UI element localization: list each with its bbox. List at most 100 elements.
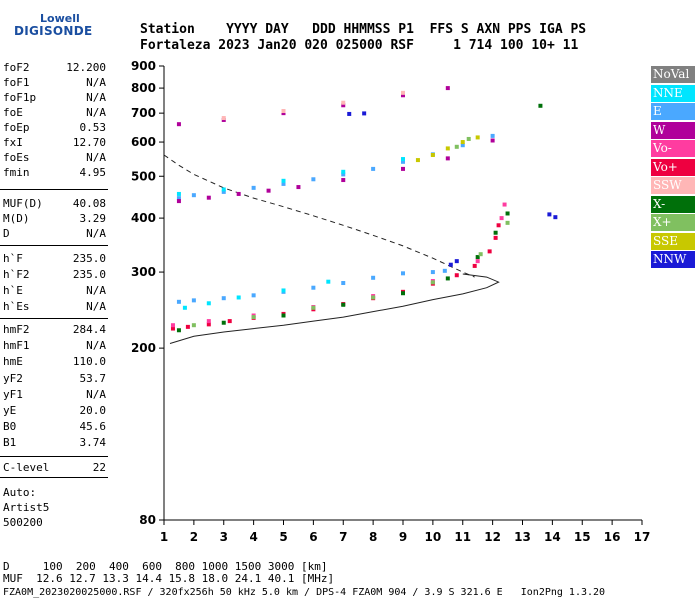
footer-distance-row: D 100 200 400 600 800 1000 1500 3000 [km…: [3, 560, 328, 573]
separator-line: [0, 456, 108, 457]
param-row: hmF1 N/A: [3, 340, 106, 352]
param-row: MUF(D) 40.08: [3, 198, 106, 210]
param-value: 3.29: [79, 212, 107, 225]
autoscaling-method: Artist5: [3, 501, 50, 514]
legend-item-vominus: Vo-: [651, 140, 695, 157]
param-label: foF2: [3, 61, 30, 74]
param-value: N/A: [86, 151, 106, 164]
param-label: hmE: [3, 355, 23, 369]
param-label: MUF(D): [3, 197, 43, 210]
separator-line: [0, 245, 108, 246]
data-point: [206, 195, 211, 200]
param-value: 53.7: [79, 371, 107, 385]
data-point: [176, 328, 181, 333]
x-tick-label: 5: [279, 530, 287, 544]
header-line-2: Fortaleza 2023 Jan20 020 025000 RSF 1 71…: [140, 38, 579, 53]
data-point: [496, 223, 501, 228]
data-point: [311, 305, 316, 310]
param-label: B1: [3, 436, 17, 450]
param-label: h`E: [3, 284, 23, 297]
data-point: [281, 181, 286, 186]
param-value: N/A: [86, 300, 106, 313]
param-row: D N/A: [3, 228, 106, 240]
data-point: [371, 275, 376, 280]
data-point: [281, 288, 286, 293]
param-label: yE: [3, 404, 17, 417]
data-point: [466, 136, 471, 141]
legend-item-nne: NNE: [651, 84, 695, 102]
data-point: [454, 273, 459, 278]
data-point: [401, 271, 405, 276]
data-point: [547, 212, 552, 217]
legend-item-ssw: SSW: [651, 177, 695, 194]
param-value: 284.4: [72, 323, 106, 336]
data-point: [176, 196, 181, 201]
param-value: 0.53: [79, 121, 107, 134]
data-point: [281, 111, 286, 116]
data-point: [182, 305, 187, 310]
param-value: 3.74: [79, 436, 107, 450]
param-value: N/A: [86, 387, 106, 401]
legend-item-e: E: [651, 103, 695, 120]
logo-digisonde: DIGISONDE: [14, 24, 93, 38]
param-value: 235.0: [72, 268, 106, 281]
data-point: [445, 276, 450, 281]
autoscaling-code: 500200: [3, 516, 43, 529]
param-value: 40.08: [72, 197, 106, 210]
profile-solid-curve: [169, 273, 500, 344]
data-point: [430, 152, 435, 157]
data-point: [490, 133, 495, 138]
param-value: 20.0: [79, 404, 107, 417]
y-tick-label: 800: [131, 81, 156, 95]
data-point: [472, 263, 477, 268]
data-point: [176, 199, 181, 204]
logo-lowell: Lowell: [40, 12, 80, 25]
param-row: B1 3.74: [3, 437, 106, 449]
param-row: hmE 110.0: [3, 356, 106, 368]
param-value: 4.95: [79, 166, 107, 179]
legend-item-nnw: NNW: [651, 251, 695, 268]
x-tick-label: 10: [425, 530, 442, 544]
param-value: N/A: [86, 106, 106, 119]
data-point: [553, 215, 558, 220]
param-label: yF1: [3, 387, 23, 401]
param-row: h`Es N/A: [3, 301, 106, 313]
data-point: [430, 280, 435, 285]
data-point: [170, 326, 175, 331]
param-label: D: [3, 227, 10, 240]
param-value: N/A: [86, 284, 106, 297]
param-label: B0: [3, 420, 17, 434]
x-tick-label: 17: [634, 530, 651, 544]
data-point: [176, 299, 181, 304]
param-value: 22: [92, 461, 106, 474]
legend-item-w: W: [651, 121, 695, 139]
data-point: [341, 281, 346, 286]
data-point: [326, 279, 331, 284]
data-point: [251, 185, 256, 190]
data-point: [505, 211, 510, 216]
param-label: fmin: [3, 166, 30, 179]
data-point: [341, 172, 346, 177]
data-point: [371, 295, 376, 300]
data-point: [460, 143, 465, 148]
autoscaling-label: Auto:: [3, 486, 37, 499]
legend-item-sse: SSE: [651, 232, 695, 250]
param-label: hmF1: [3, 339, 30, 353]
data-point: [311, 177, 316, 182]
data-point: [415, 158, 420, 163]
param-row: hmF2 284.4: [3, 324, 106, 336]
data-point: [221, 320, 226, 325]
param-label: M(D): [3, 212, 30, 225]
param-row: M(D) 3.29: [3, 213, 106, 225]
x-tick-label: 6: [309, 530, 317, 544]
legend-item-noval: NoVal: [651, 66, 695, 83]
param-row: fxI 12.70: [3, 137, 106, 149]
data-point: [341, 103, 346, 108]
data-point: [341, 100, 346, 105]
data-point: [251, 315, 256, 320]
param-label: foE: [3, 106, 23, 119]
data-point: [221, 296, 226, 301]
param-label: h`F2: [3, 268, 30, 281]
y-tick-label: 400: [131, 211, 156, 225]
